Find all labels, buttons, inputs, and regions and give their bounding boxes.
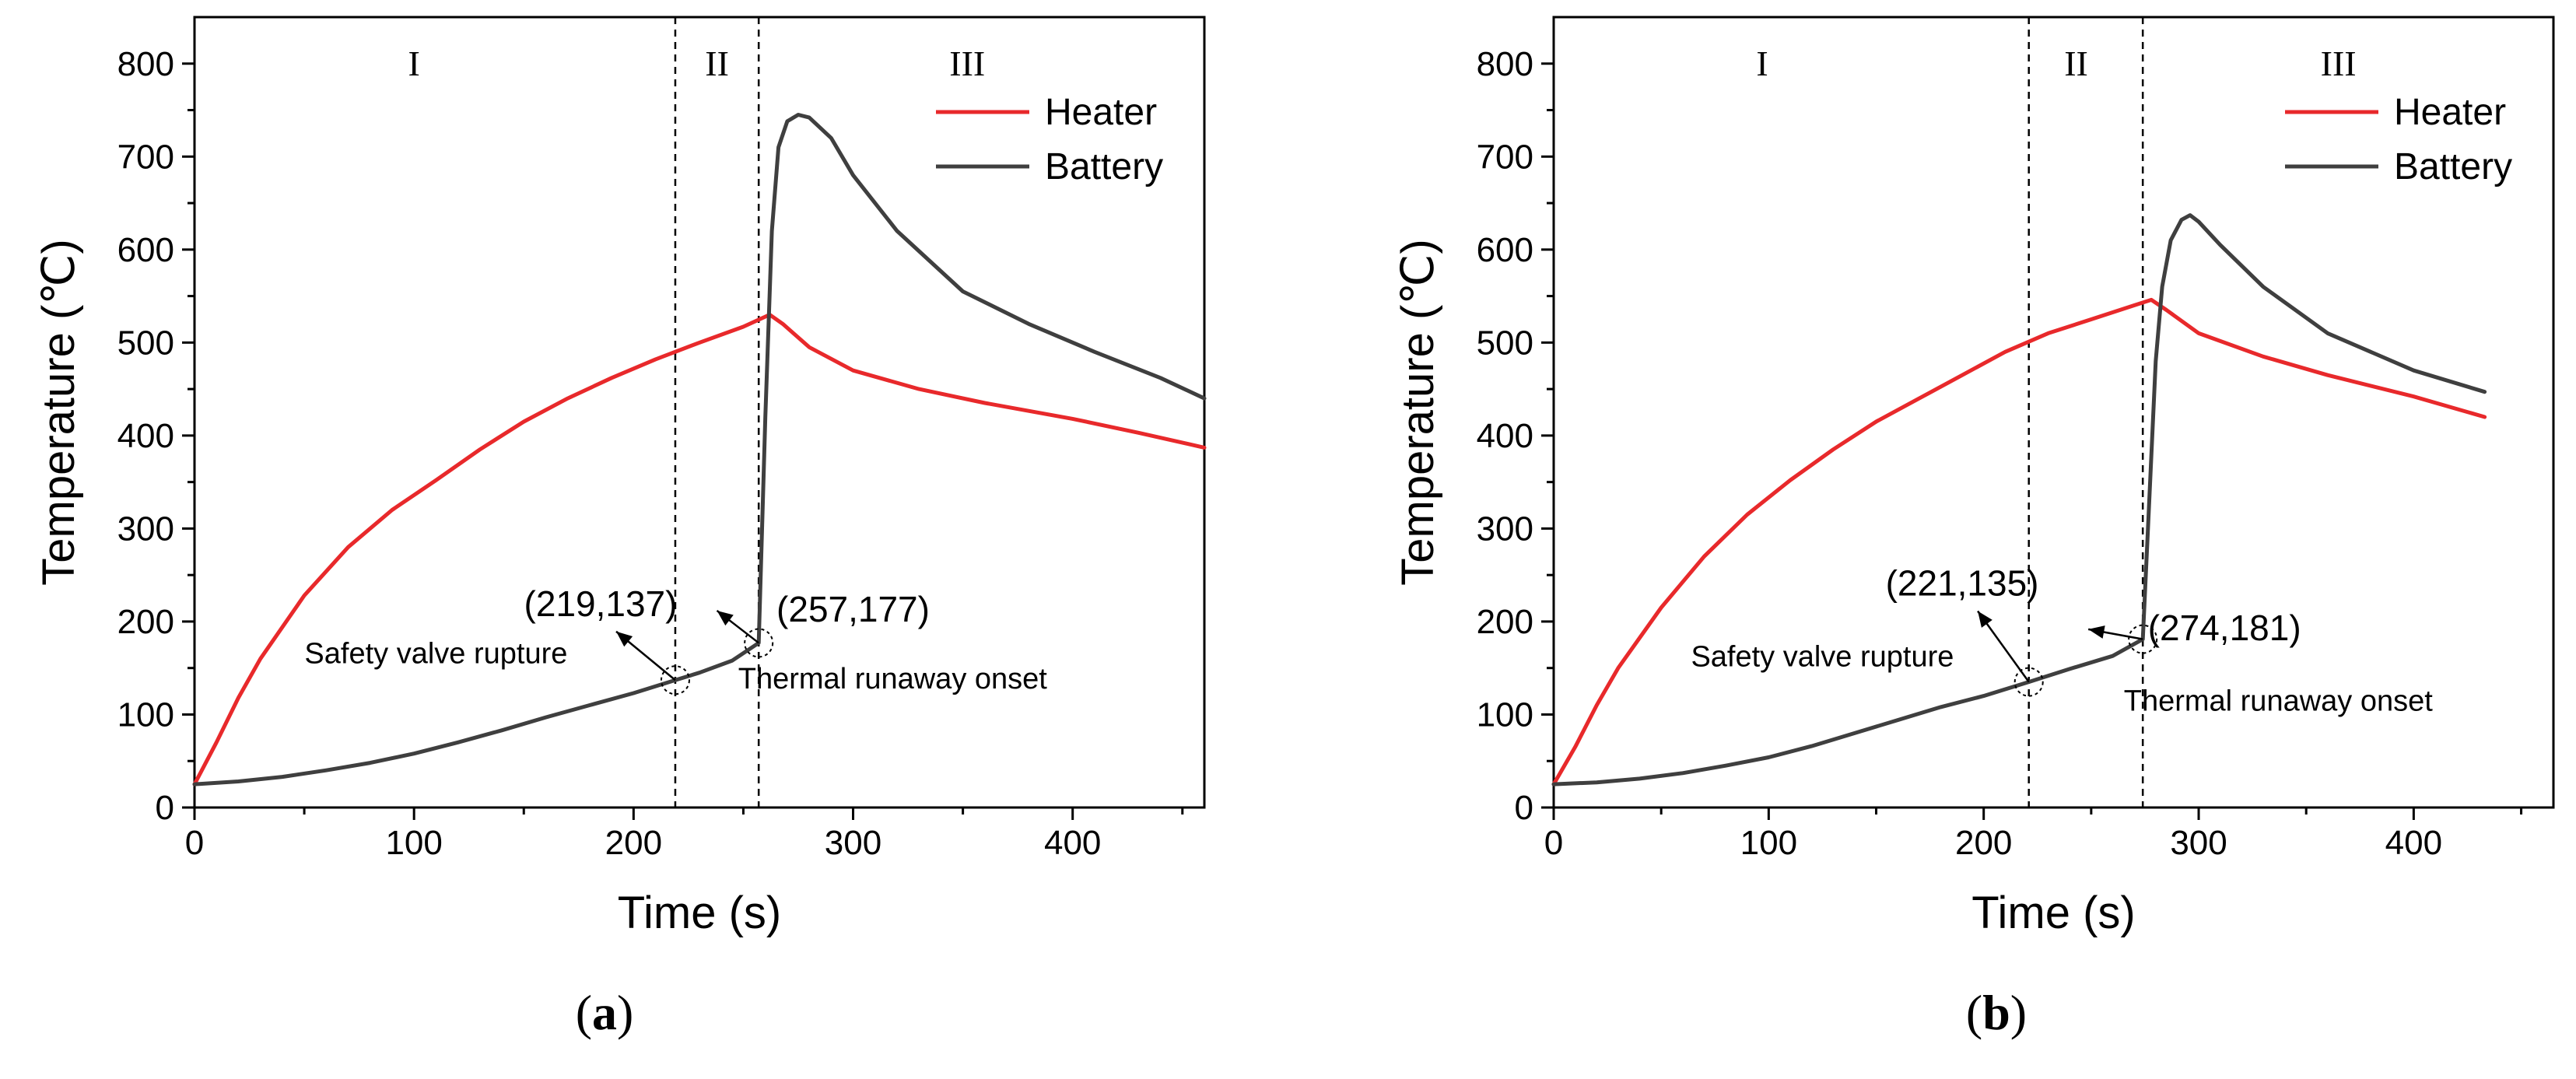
annotation-arrowhead — [616, 631, 633, 647]
annotation-marker — [744, 628, 774, 658]
phase-label: III — [2321, 44, 2357, 83]
chart-panel-a: 0 100 200 300 400 0 100 200 300 400 500 600 700 800 Ti… — [33, 16, 1207, 938]
phase-label: I — [408, 44, 420, 83]
annotation-description: Thermal runaway onset — [2124, 685, 2434, 718]
y-tick-label: 400 — [1477, 417, 1533, 455]
annotation-arrowhead — [1978, 611, 1992, 628]
x-tick-label: 100 — [1740, 824, 1797, 862]
caption-b-open: ( — [1965, 985, 1983, 1040]
y-tick-label: 100 — [117, 695, 174, 734]
y-tick-label: 700 — [117, 138, 174, 176]
y-axis-label: Temperature (℃) — [33, 239, 84, 585]
annotation-point-label: (221,135) — [1886, 562, 2039, 603]
y-tick-label: 500 — [1477, 324, 1533, 362]
caption-b-close: ) — [2010, 985, 2028, 1040]
x-tick-label: 100 — [385, 824, 442, 862]
x-tick-label: 200 — [605, 824, 662, 862]
legend-label-battery: Battery — [1045, 146, 1163, 187]
y-tick-label: 200 — [1477, 603, 1533, 641]
y-tick-label: 500 — [117, 324, 174, 362]
y-tick-label: 700 — [1477, 138, 1533, 176]
y-tick-label: 0 — [1515, 789, 1533, 827]
chart-panel-b: 0 100 200 300 400 0 100 200 300 400 500 600 700 800 Ti… — [1393, 16, 2555, 938]
y-tick-label: 400 — [117, 417, 174, 455]
phase-label: II — [705, 44, 729, 83]
phase-label: III — [949, 44, 985, 83]
legend-label-heater: Heater — [2394, 92, 2506, 133]
caption-b: (b) — [1880, 984, 2113, 1042]
y-tick-label: 600 — [1477, 231, 1533, 269]
caption-b-label: b — [1982, 985, 2010, 1040]
annotation-description: Safety valve rupture — [304, 638, 567, 671]
y-tick-label: 800 — [1477, 45, 1533, 83]
annotation-point-label: (257,177) — [776, 589, 930, 629]
x-axis-label: Time (s) — [618, 888, 781, 938]
phase-label: II — [2064, 44, 2088, 83]
annotation-arrowhead — [2088, 625, 2105, 639]
x-tick-label: 300 — [2170, 824, 2227, 862]
x-tick-label: 0 — [185, 824, 204, 862]
y-axis-label: Temperature (℃) — [1393, 239, 1443, 585]
y-tick-label: 300 — [1477, 510, 1533, 548]
annotation-arrowhead — [717, 610, 734, 626]
x-tick-label: 300 — [825, 824, 881, 862]
annotation-description: Safety valve rupture — [1691, 640, 1954, 673]
series-line-battery — [192, 113, 1207, 786]
y-tick-label: 300 — [117, 510, 174, 548]
series-line-heater — [1551, 297, 2487, 786]
caption-a-close: ) — [617, 985, 634, 1040]
legend-label-heater: Heater — [1045, 92, 1157, 133]
annotation-marker — [2013, 667, 2044, 697]
x-tick-label: 0 — [1544, 824, 1563, 862]
caption-a-open: ( — [575, 985, 592, 1040]
y-tick-label: 200 — [117, 603, 174, 641]
x-tick-label: 400 — [1044, 824, 1101, 862]
y-tick-label: 0 — [156, 789, 174, 827]
annotation-point-label: (274,181) — [2148, 608, 2301, 648]
annotation-marker — [2128, 624, 2158, 654]
caption-a-label: a — [592, 985, 617, 1040]
annotation-point-label: (219,137) — [524, 583, 678, 624]
phase-label: I — [1756, 44, 1768, 83]
x-tick-label: 200 — [1955, 824, 2012, 862]
series-line-battery — [1551, 213, 2487, 786]
legend-label-battery: Battery — [2394, 146, 2512, 187]
annotation-marker — [660, 665, 690, 695]
x-axis-label: Time (s) — [1971, 888, 2135, 938]
y-tick-label: 800 — [117, 45, 174, 83]
annotation-description: Thermal runaway onset — [738, 663, 1048, 695]
series-line-heater — [192, 313, 1207, 786]
plot-frame — [193, 16, 1206, 809]
y-tick-label: 600 — [117, 231, 174, 269]
plot-frame — [1552, 16, 2555, 809]
x-tick-label: 400 — [2385, 824, 2442, 862]
y-tick-label: 100 — [1477, 695, 1533, 734]
caption-a: (a) — [488, 984, 721, 1042]
